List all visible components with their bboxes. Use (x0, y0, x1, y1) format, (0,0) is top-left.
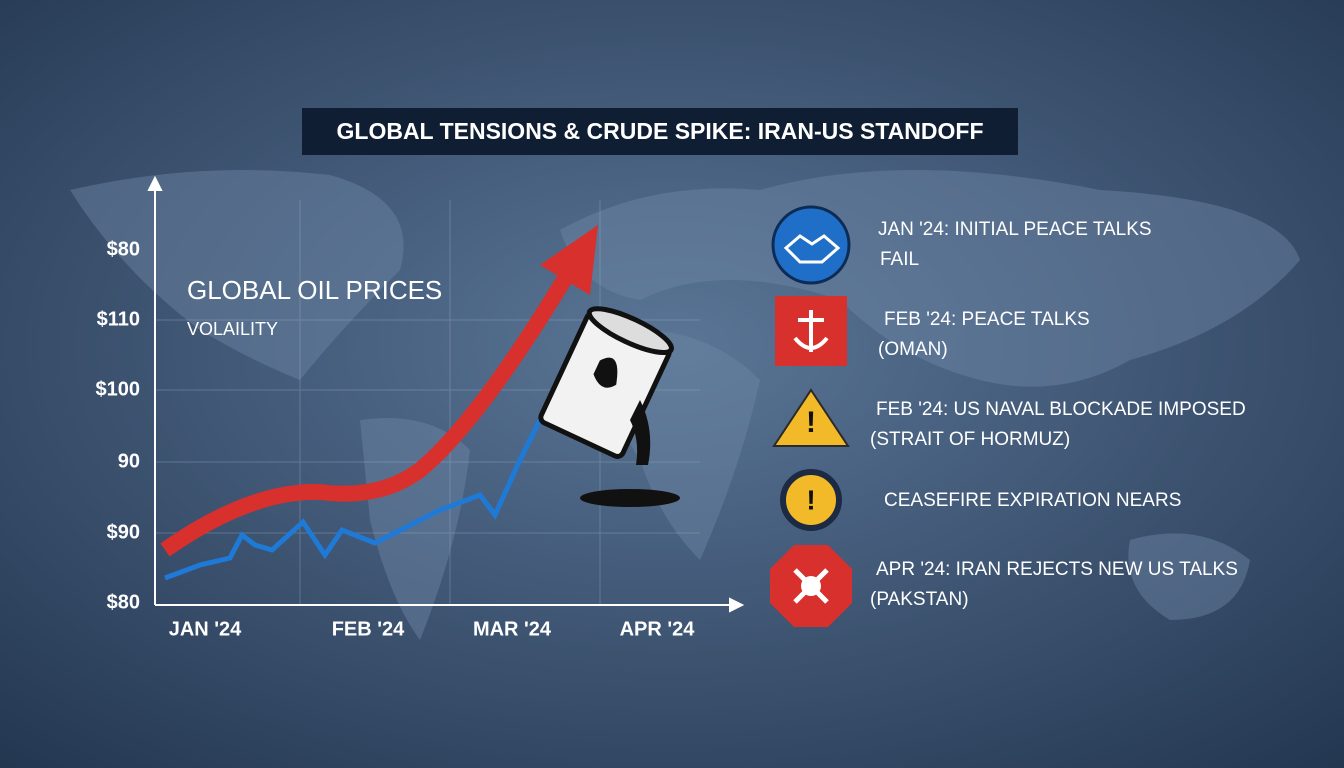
title-box (302, 108, 1018, 155)
title: GLOBAL TENSIONS & CRUDE SPIKE: IRAN-US S… (337, 118, 984, 144)
event-text: FAIL (880, 249, 919, 270)
event-text: CEASEFIRE EXPIRATION NEARS (884, 490, 1181, 511)
oil-barrel-icon (538, 306, 680, 507)
red-arrowhead (540, 225, 598, 295)
svg-text:!: ! (806, 484, 815, 515)
x-axis-label: MAR '24 (473, 618, 552, 640)
event-text: (STRAIT OF HORMUZ) (870, 429, 1070, 450)
x-axis-label: APR '24 (620, 618, 696, 640)
y-axis-label: $90 (107, 521, 140, 543)
world-map (70, 170, 1300, 640)
y-axis-label: $80 (107, 591, 140, 613)
blue-price-line (164, 408, 548, 581)
event-text: (OMAN) (878, 339, 948, 360)
x-axis-label: FEB '24 (332, 618, 405, 640)
y-axis-label: $110 (97, 308, 140, 330)
y-axis-label: $80 (107, 238, 140, 260)
chart-heading: GLOBAL OIL PRICES (187, 275, 442, 305)
event-text: FEB '24: US NAVAL BLOCKADE IMPOSED (876, 399, 1246, 420)
event-text: APR '24: IRAN REJECTS NEW US TALKS (876, 559, 1238, 580)
event-icons: ! ! (770, 205, 852, 627)
chart-subheading: VOLAILITY (187, 319, 278, 339)
axes (147, 175, 745, 613)
red-trend-arrow (160, 265, 577, 557)
event-text: JAN '24: INITIAL PEACE TALKS (878, 219, 1152, 240)
event-text: (PAKSTAN) (870, 589, 969, 610)
svg-text:!: ! (806, 406, 816, 439)
y-axis-label: $100 (96, 378, 141, 400)
x-axis-label: JAN '24 (169, 618, 242, 640)
y-axis-label: 90 (118, 450, 140, 472)
event-text: FEB '24: PEACE TALKS (884, 309, 1090, 330)
